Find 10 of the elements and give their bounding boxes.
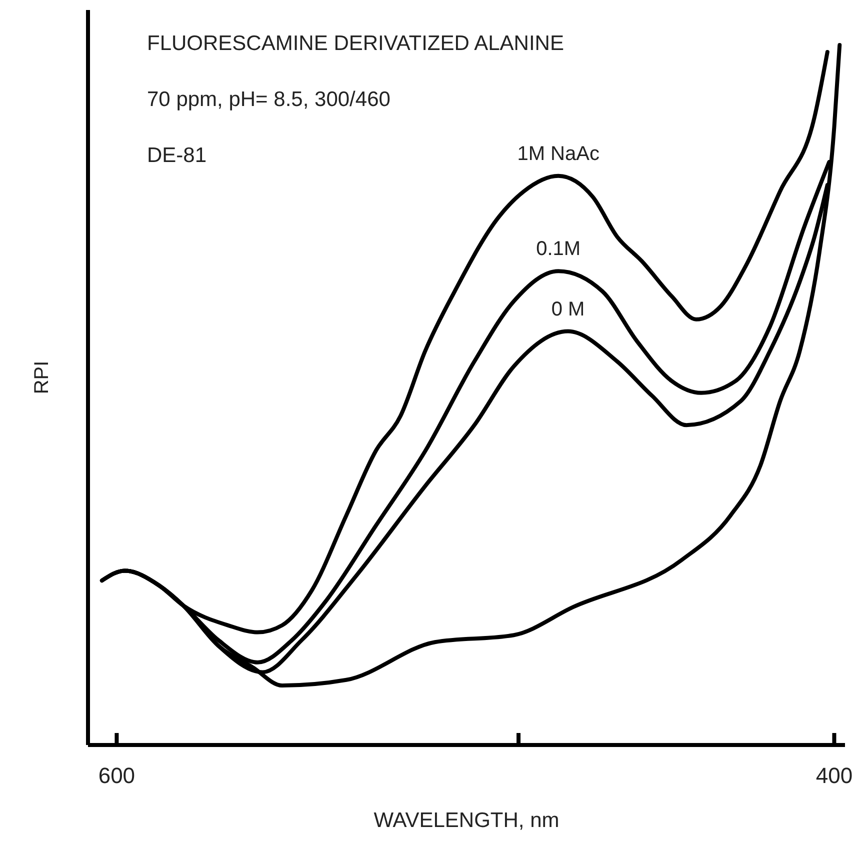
series-label: 1M NaAc [517,142,600,165]
x-axis-title: WAVELENGTH, nm [374,809,560,832]
x-tick-label: 600 [98,763,136,788]
chart-title: FLUORESCAMINE DERIVATIZED ALANINE [147,32,564,55]
annotation: DE-81 [147,144,207,167]
x-tick-label: 400 [816,763,853,788]
y-axis-title: RPI [31,360,53,394]
series-label: 0 M [551,298,585,320]
text: 70 ppm, pH= 8.5, 300/460 [147,88,390,111]
series-label: 0.1M [536,238,581,260]
